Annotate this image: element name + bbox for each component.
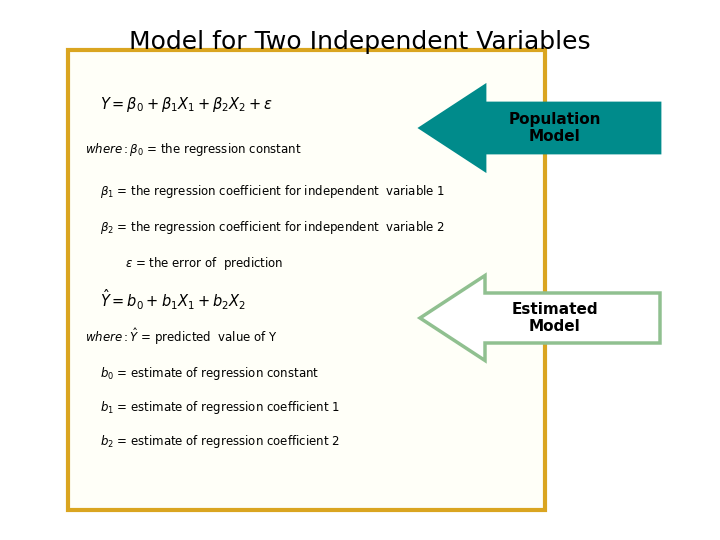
Polygon shape xyxy=(420,85,660,171)
Text: Population
Model: Population Model xyxy=(509,112,601,144)
Polygon shape xyxy=(420,275,660,361)
Text: Estimated
Model: Estimated Model xyxy=(512,302,598,334)
Text: $b_1$ = estimate of regression coefficient 1: $b_1$ = estimate of regression coefficie… xyxy=(100,400,340,416)
Text: $\hat{Y} = b_0 + b_1 X_1 + b_2 X_2$: $\hat{Y} = b_0 + b_1 X_1 + b_2 X_2$ xyxy=(100,288,246,312)
Text: $\beta_2$ = the regression coefficient for independent  variable 2: $\beta_2$ = the regression coefficient f… xyxy=(100,219,445,237)
Text: $\varepsilon$ = the error of  prediction: $\varepsilon$ = the error of prediction xyxy=(125,255,284,273)
FancyBboxPatch shape xyxy=(68,50,545,510)
Text: $b_2$ = estimate of regression coefficient 2: $b_2$ = estimate of regression coefficie… xyxy=(100,434,340,450)
Text: $\mathit{where} : \beta_0$ = the regression constant: $\mathit{where} : \beta_0$ = the regress… xyxy=(85,141,302,159)
Text: $\beta_1$ = the regression coefficient for independent  variable 1: $\beta_1$ = the regression coefficient f… xyxy=(100,184,445,200)
Text: $\mathit{where} : \hat{Y}$ = predicted  value of Y: $\mathit{where} : \hat{Y}$ = predicted v… xyxy=(85,327,278,347)
Text: $b_0$ = estimate of regression constant: $b_0$ = estimate of regression constant xyxy=(100,364,319,381)
Text: $Y = \beta_0 + \beta_1 X_1 + \beta_2 X_2 + \varepsilon$: $Y = \beta_0 + \beta_1 X_1 + \beta_2 X_2… xyxy=(100,96,273,114)
Text: Model for Two Independent Variables: Model for Two Independent Variables xyxy=(129,30,591,54)
